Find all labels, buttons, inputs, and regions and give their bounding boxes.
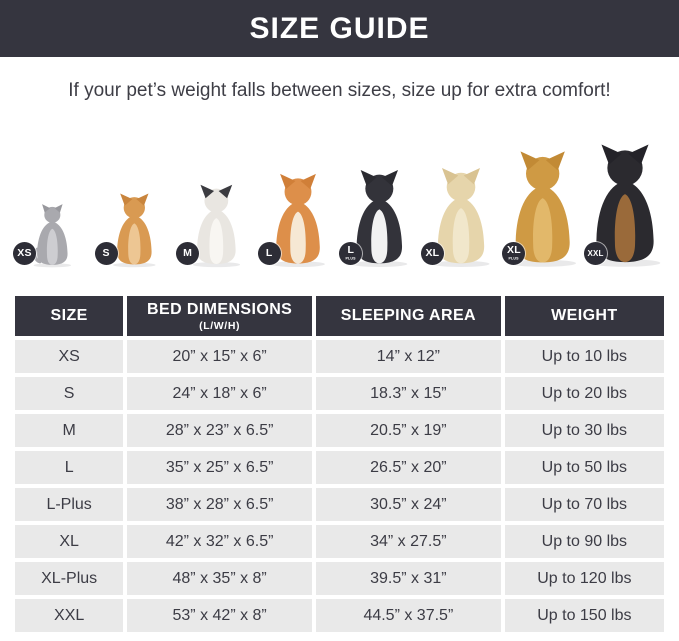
cell-xl-plus-bed-dimensions: 48” x 35” x 8”: [127, 562, 312, 595]
table-row-xl-plus: XL-Plus 48” x 35” x 8” 39.5” x 31” Up to 12…: [15, 562, 664, 595]
cell-s-bed-dimensions: 24” x 18” x 6”: [127, 377, 312, 410]
size-badge-sublabel: PLUS: [345, 257, 356, 262]
table-row-xxl: XXL 53” x 42” x 8” 44.5” x 37.5” Up to 150 …: [15, 599, 664, 632]
animal-slot-border-collie: L PLUS: [338, 115, 420, 268]
doberman-illustration: [589, 144, 661, 267]
cell-xxl-bed-dimensions: 53” x 42” x 8”: [127, 599, 312, 632]
size-badge-s: S: [94, 242, 118, 265]
size-badge-xl-plus: XL PLUS: [502, 242, 526, 265]
cell-l-plus-weight: Up to 70 lbs: [504, 488, 664, 521]
animal-slot-french-bulldog: M: [175, 115, 257, 268]
shiba-inu-illustration: [270, 173, 325, 268]
gray-cat-illustration: [33, 204, 72, 268]
cell-xl-plus-size: XL-Plus: [15, 562, 124, 595]
cell-xs-size: XS: [15, 340, 124, 373]
size-badge-l: L: [257, 242, 281, 265]
column-header-weight: WEIGHT: [504, 296, 664, 336]
table-row-l-plus: L-Plus 38” x 28” x 6.5” 30.5” x 24” Up to 7…: [15, 488, 664, 521]
cell-xxl-sleeping-area: 44.5” x 37.5”: [316, 599, 501, 632]
cell-l-plus-sleeping-area: 30.5” x 24”: [316, 488, 501, 521]
animal-slot-shiba-inu: L: [257, 115, 339, 268]
pet-size-lineup: XS S M L L PLUS: [12, 115, 667, 268]
table-header-row: SIZE BED DIMENSIONS (L/W/H) SLEEPING ARE…: [15, 296, 664, 336]
column-header-bed-dimensions-sublabel: (L/W/H): [199, 319, 241, 332]
cell-xl-plus-weight: Up to 120 lbs: [504, 562, 664, 595]
cell-l-weight: Up to 50 lbs: [504, 451, 664, 484]
size-badge-xxl: XXL: [584, 242, 608, 265]
table-row-m: M 28” x 23” x 6.5” 20.5” x 19” Up to 30 lbs: [15, 414, 664, 447]
table-row-s: S 24” x 18” x 6” 18.3” x 15” Up to 20 lbs: [15, 377, 664, 410]
table-row-xl: XL 42” x 32” x 6.5” 34” x 27.5” Up to 90 lb…: [15, 525, 664, 558]
cell-xl-size: XL: [15, 525, 124, 558]
golden-retriever-illustration: [508, 151, 576, 267]
cell-m-size: M: [15, 414, 124, 447]
page-title: SIZE GUIDE: [249, 11, 430, 45]
cell-l-plus-size: L-Plus: [15, 488, 124, 521]
cell-xs-bed-dimensions: 20” x 15” x 6”: [127, 340, 312, 373]
table-row-xs: XS 20” x 15” x 6” 14” x 12” Up to 10 lbs: [15, 340, 664, 373]
subtitle-text: If your pet’s weight falls between sizes…: [68, 80, 611, 101]
french-bulldog-illustration: [192, 184, 240, 268]
column-header-sleeping-area-label: SLEEPING AREA: [340, 307, 476, 324]
size-badge-sublabel: PLUS: [508, 257, 520, 262]
cell-l-sleeping-area: 26.5” x 20”: [316, 451, 501, 484]
size-guide-table: SIZE BED DIMENSIONS (L/W/H) SLEEPING ARE…: [11, 292, 668, 636]
cell-s-size: S: [15, 377, 124, 410]
cell-m-weight: Up to 30 lbs: [504, 414, 664, 447]
cell-l-size: L: [15, 451, 124, 484]
header-band: SIZE GUIDE: [0, 0, 679, 57]
cell-xs-sleeping-area: 14” x 12”: [316, 340, 501, 373]
animal-slot-golden-retriever: XL PLUS: [501, 115, 583, 268]
animal-slot-labrador: XL: [420, 115, 502, 268]
cell-l-plus-bed-dimensions: 38” x 28” x 6.5”: [127, 488, 312, 521]
size-badge-xs: XS: [13, 242, 36, 265]
size-badge-label: M: [183, 247, 193, 260]
column-header-bed-dimensions-label: BED DIMENSIONS: [147, 300, 293, 318]
animal-slot-pomeranian: S: [94, 115, 176, 268]
column-header-size-label: SIZE: [50, 307, 88, 324]
cell-xl-bed-dimensions: 42” x 32” x 6.5”: [127, 525, 312, 558]
size-badge-xl: XL: [420, 242, 444, 265]
cell-xl-weight: Up to 90 lbs: [504, 525, 664, 558]
cell-m-sleeping-area: 20.5” x 19”: [316, 414, 501, 447]
size-badge-label: XL: [425, 247, 440, 260]
size-badge-label: XL: [507, 243, 521, 256]
cell-xxl-weight: Up to 150 lbs: [504, 599, 664, 632]
cell-s-sleeping-area: 18.3” x 15”: [316, 377, 501, 410]
column-header-sleeping-area: SLEEPING AREA: [316, 296, 501, 336]
cell-xxl-size: XXL: [15, 599, 124, 632]
cell-l-bed-dimensions: 35” x 25” x 6.5”: [127, 451, 312, 484]
size-table-wrap: SIZE BED DIMENSIONS (L/W/H) SLEEPING ARE…: [11, 292, 668, 636]
border-collie-illustration: [351, 170, 408, 267]
size-badge-m: M: [176, 242, 200, 265]
size-badge-label: L: [347, 243, 355, 256]
cell-s-weight: Up to 20 lbs: [504, 377, 664, 410]
size-badge-label: S: [102, 247, 110, 260]
column-header-weight-label: WEIGHT: [551, 307, 618, 324]
cell-xs-weight: Up to 10 lbs: [504, 340, 664, 373]
labrador-illustration: [432, 168, 490, 267]
cell-xl-sleeping-area: 34” x 27.5”: [316, 525, 501, 558]
table-row-l: L 35” x 25” x 6.5” 26.5” x 20” Up to 50 lbs: [15, 451, 664, 484]
size-badge-label: XXL: [587, 248, 604, 258]
animal-slot-gray-cat: XS: [12, 115, 94, 268]
column-header-bed-dimensions: BED DIMENSIONS (L/W/H): [127, 296, 312, 336]
size-badge-label: L: [265, 247, 273, 260]
cell-xl-plus-sleeping-area: 39.5” x 31”: [316, 562, 501, 595]
column-header-size: SIZE: [15, 296, 124, 336]
size-badge-label: XS: [17, 247, 32, 260]
pomeranian-illustration: [113, 193, 156, 268]
cell-m-bed-dimensions: 28” x 23” x 6.5”: [127, 414, 312, 447]
animal-slot-doberman: XXL: [583, 115, 667, 268]
size-badge-l-plus: L PLUS: [339, 242, 363, 265]
